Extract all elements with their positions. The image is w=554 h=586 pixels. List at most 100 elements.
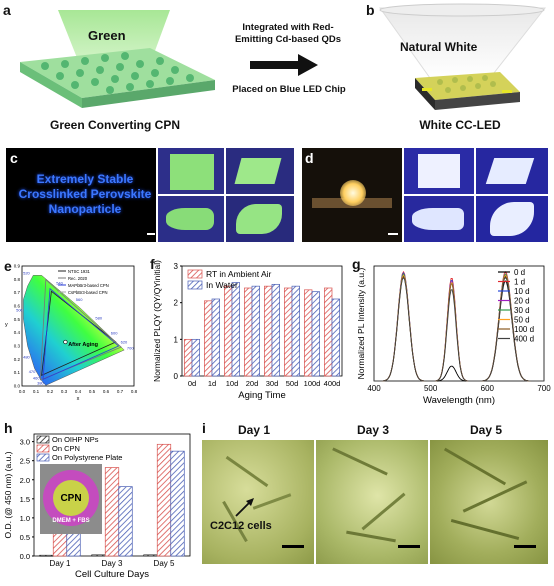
bar-400d-1 [331,298,340,377]
wavelength-label: 470 [29,369,36,374]
bar-0d-1 [191,338,200,377]
photo-c-film-4 [226,196,294,242]
plot-frame [181,265,343,377]
bar-400d-0 [324,287,333,377]
day5-label: Day 5 [470,423,503,437]
x-tick-label: 10d [226,379,239,388]
x-tick-label: 0.1 [33,389,40,394]
photo-d-film-2 [476,148,548,194]
caption-a: Green Converting CPN [49,118,181,132]
x-axis-label: Aging Time [238,390,286,401]
wavelength-label: 500 [16,308,23,313]
y-tick-label: 0.0 [20,552,30,561]
wavelength-label: 460 [33,376,40,381]
rec2020-triangle [39,278,122,381]
bar-Day1-0 [39,554,54,557]
wavelength-label: 520 [23,270,30,275]
y-tick-label: 0.1 [14,370,21,375]
photo-d-film-3 [404,196,474,242]
bar-1d-0 [204,300,213,377]
bar-30d-0 [264,285,273,377]
x-tick-label: 0.4 [75,389,82,394]
y-tick-label: 0.5 [14,317,21,322]
x-tick-label: 0.3 [61,389,68,394]
y-tick-label: 3.0 [20,438,30,447]
y-tick-label: 1.5 [20,495,30,504]
wavelength-label: 620 [121,340,128,345]
panel-label-i: i [202,420,206,436]
wavelength-label: 480 [23,354,30,359]
caption-b: White CC-LED [419,118,501,132]
pointer-arrow-icon [235,498,254,517]
photo-c-black [6,148,156,242]
bar-Day5-2 [170,450,185,557]
after-aging-label: After Aging [68,342,98,348]
inset-medium-label: DMEM + FBS [52,518,89,524]
y-tick-label: 0.5 [20,533,30,542]
y-tick-label: 1.0 [20,514,30,523]
x-axis-label: Wavelength (nm) [423,395,495,406]
bar-Day3-1 [104,467,120,557]
bar-100d-0 [304,289,313,377]
bar-10d-1 [231,282,240,377]
y-tick-label: 0.3 [14,344,21,349]
panel-label-b: b [366,2,375,18]
y-axis-label: Normalized PLQY (QY/QYinitial) [152,260,162,382]
legend-entry: 10 d [514,287,530,296]
natural-white-label: Natural White [400,40,478,54]
bar-10d-0 [224,285,233,377]
legend-entry: On CPN [52,444,80,453]
x-tick-label: 400 [367,384,381,393]
green-label: Green [88,28,126,43]
green-cpn-schematic [20,10,215,108]
legend-swatch [36,453,50,462]
x-tick-label: 0.0 [19,389,26,394]
arrow-top-text: Integrated with Red- Emitting Cd-based Q… [234,22,342,45]
cie-frame [21,265,135,387]
bar-20d-0 [244,287,253,377]
scale-bar-i3 [514,545,536,548]
y-tick-label: 0.7 [14,290,21,295]
arrow-bottom-text: Placed on Blue LED Chip [232,84,346,95]
inset-cpn-label: CPN [60,493,81,504]
x-tick-label: 0d [188,379,196,388]
legend-entry: 50 d [514,316,530,325]
x-tick-label: Day 5 [154,559,175,568]
x-tick-label: 400d [324,379,341,388]
scale-bar [147,233,155,235]
photo-c-film-1 [158,148,224,194]
bar-20d-1 [251,285,260,377]
spectrum-400d [374,276,544,382]
micrograph-day5 [430,440,548,564]
y-tick-label: 0.4 [14,330,21,335]
photo-c-film-2 [226,148,294,194]
y-tick-label: 0.2 [14,357,21,362]
x-tick-label: 0.6 [103,389,110,394]
legend-entry: NTSC 1931 [68,269,91,274]
x-tick-label: 50d [286,379,299,388]
x-tick-label: 700 [537,384,551,393]
c2c12-label: C2C12 cells [210,520,272,532]
micrograph-day1 [202,440,314,564]
plot-frame [373,265,545,382]
y-axis-label: Normalized PL Intensity (a.u.) [356,268,366,380]
panel-label-d: d [305,150,314,166]
bar-Day5-1 [156,443,172,557]
bar-0d-0 [184,338,193,377]
panel-label-e: e [4,258,12,274]
scale-bar-i2 [398,545,420,548]
y-tick-label: 2.5 [20,457,30,466]
legend-entry: 30 d [514,306,530,315]
bar-Day3-0 [91,554,106,557]
photo-d-film-1 [404,148,474,194]
white-point [63,339,68,345]
y-tick-label: 0.9 [14,264,21,269]
right-arrow-icon [250,54,318,76]
mapbbr3-triangle [42,287,120,380]
photo-c-film-3 [158,196,224,242]
bar-50d-0 [284,287,293,377]
legend-entry: On Polystyrene Plate [52,453,122,462]
white-led-schematic [379,3,547,110]
legend-entry: In Water [206,280,238,290]
y-tick-label: 0.8 [14,277,21,282]
